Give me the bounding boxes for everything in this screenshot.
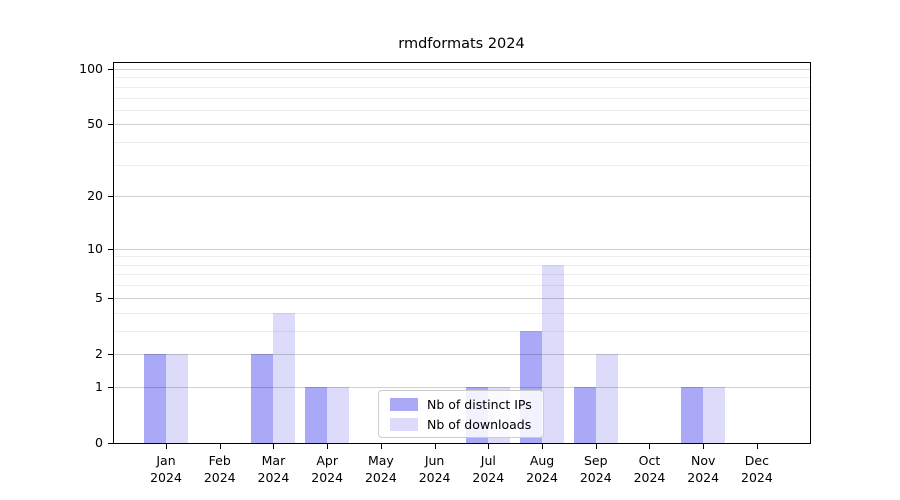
x-tick-label: Jan 2024 bbox=[150, 453, 182, 485]
y-tick-label: 1 bbox=[95, 378, 103, 394]
bar-downloads-nov bbox=[703, 386, 726, 443]
y-tick-label: 2 bbox=[95, 345, 103, 361]
bar-downloads-sep bbox=[595, 353, 618, 443]
legend-swatch-distinct-ips bbox=[390, 397, 418, 411]
legend: Nb of distinct IPs Nb of downloads bbox=[378, 390, 544, 438]
major-gridline bbox=[113, 386, 810, 388]
minor-gridline bbox=[113, 312, 810, 314]
bar-distinct-ips-sep bbox=[573, 386, 596, 443]
x-tick-mark bbox=[756, 444, 758, 449]
legend-label-distinct-ips: Nb of distinct IPs bbox=[427, 396, 532, 412]
y-tick-label: 20 bbox=[87, 188, 103, 204]
minor-gridline bbox=[113, 164, 810, 166]
minor-gridline bbox=[113, 97, 810, 99]
legend-swatch-downloads bbox=[390, 417, 418, 431]
y-tick-mark bbox=[108, 443, 113, 444]
x-tick-mark bbox=[488, 444, 490, 449]
x-tick-mark bbox=[703, 444, 705, 449]
minor-gridline bbox=[113, 274, 810, 276]
minor-gridline bbox=[113, 264, 810, 266]
major-gridline bbox=[113, 248, 810, 250]
minor-gridline bbox=[113, 86, 810, 88]
bar-distinct-ips-nov bbox=[681, 386, 704, 443]
minor-gridline bbox=[113, 330, 810, 332]
x-tick-mark bbox=[380, 444, 382, 449]
chart-title: rmdformats 2024 bbox=[398, 36, 525, 52]
x-tick-label: Sep 2024 bbox=[579, 453, 612, 485]
major-gridline bbox=[113, 68, 810, 70]
y-tick-mark bbox=[108, 353, 113, 355]
x-tick-mark bbox=[273, 444, 275, 449]
minor-gridline bbox=[113, 285, 810, 287]
x-tick-mark bbox=[649, 444, 651, 449]
y-tick-label: 50 bbox=[87, 116, 103, 132]
y-tick-label: 0 bbox=[95, 435, 103, 450]
minor-gridline bbox=[113, 256, 810, 258]
x-tick-mark bbox=[166, 444, 167, 449]
bar-downloads-aug bbox=[542, 264, 565, 443]
y-tick-mark bbox=[108, 124, 113, 126]
x-tick-label: Aug 2024 bbox=[526, 453, 558, 485]
minor-gridline bbox=[113, 109, 810, 111]
bar-downloads-mar bbox=[273, 312, 296, 443]
x-tick-label: Nov 2024 bbox=[687, 453, 720, 485]
minor-gridline bbox=[113, 77, 810, 79]
x-tick-mark bbox=[434, 444, 436, 449]
bar-distinct-ips-apr bbox=[305, 386, 328, 443]
x-tick-label: Apr 2024 bbox=[311, 453, 344, 485]
legend-item-downloads: Nb of downloads bbox=[390, 417, 543, 432]
y-tick-mark bbox=[108, 297, 113, 299]
x-tick-label: Jul 2024 bbox=[472, 453, 505, 485]
x-tick-label: Dec 2024 bbox=[741, 453, 773, 485]
x-tick-label: May 2024 bbox=[364, 453, 397, 485]
major-gridline bbox=[113, 297, 810, 299]
legend-item-distinct-ips: Nb of distinct IPs bbox=[390, 397, 543, 412]
x-tick-label: Jun 2024 bbox=[418, 453, 451, 485]
x-tick-label: Mar 2024 bbox=[257, 453, 290, 485]
y-tick-label: 5 bbox=[95, 289, 103, 305]
x-tick-label: Feb 2024 bbox=[203, 453, 236, 485]
bar-downloads-jan bbox=[166, 353, 188, 443]
x-tick-label: Oct 2024 bbox=[633, 453, 666, 485]
y-tick-mark bbox=[108, 196, 113, 198]
bar-distinct-ips-mar bbox=[251, 353, 274, 443]
plot-area bbox=[113, 62, 810, 443]
major-gridline bbox=[113, 196, 810, 198]
y-tick-label: 10 bbox=[87, 240, 103, 256]
x-tick-mark bbox=[219, 444, 221, 449]
x-tick-mark bbox=[327, 444, 329, 449]
y-tick-mark bbox=[108, 386, 113, 388]
x-tick-mark bbox=[595, 444, 597, 449]
major-gridline bbox=[113, 124, 810, 126]
bar-distinct-ips-jan bbox=[144, 353, 166, 443]
y-tick-label: 100 bbox=[79, 60, 103, 76]
y-tick-mark bbox=[108, 248, 113, 250]
x-tick-mark bbox=[542, 444, 544, 449]
major-gridline bbox=[113, 353, 810, 355]
minor-gridline bbox=[113, 142, 810, 144]
legend-label-downloads: Nb of downloads bbox=[427, 416, 532, 432]
bar-downloads-apr bbox=[327, 386, 350, 443]
y-tick-mark bbox=[108, 68, 113, 70]
